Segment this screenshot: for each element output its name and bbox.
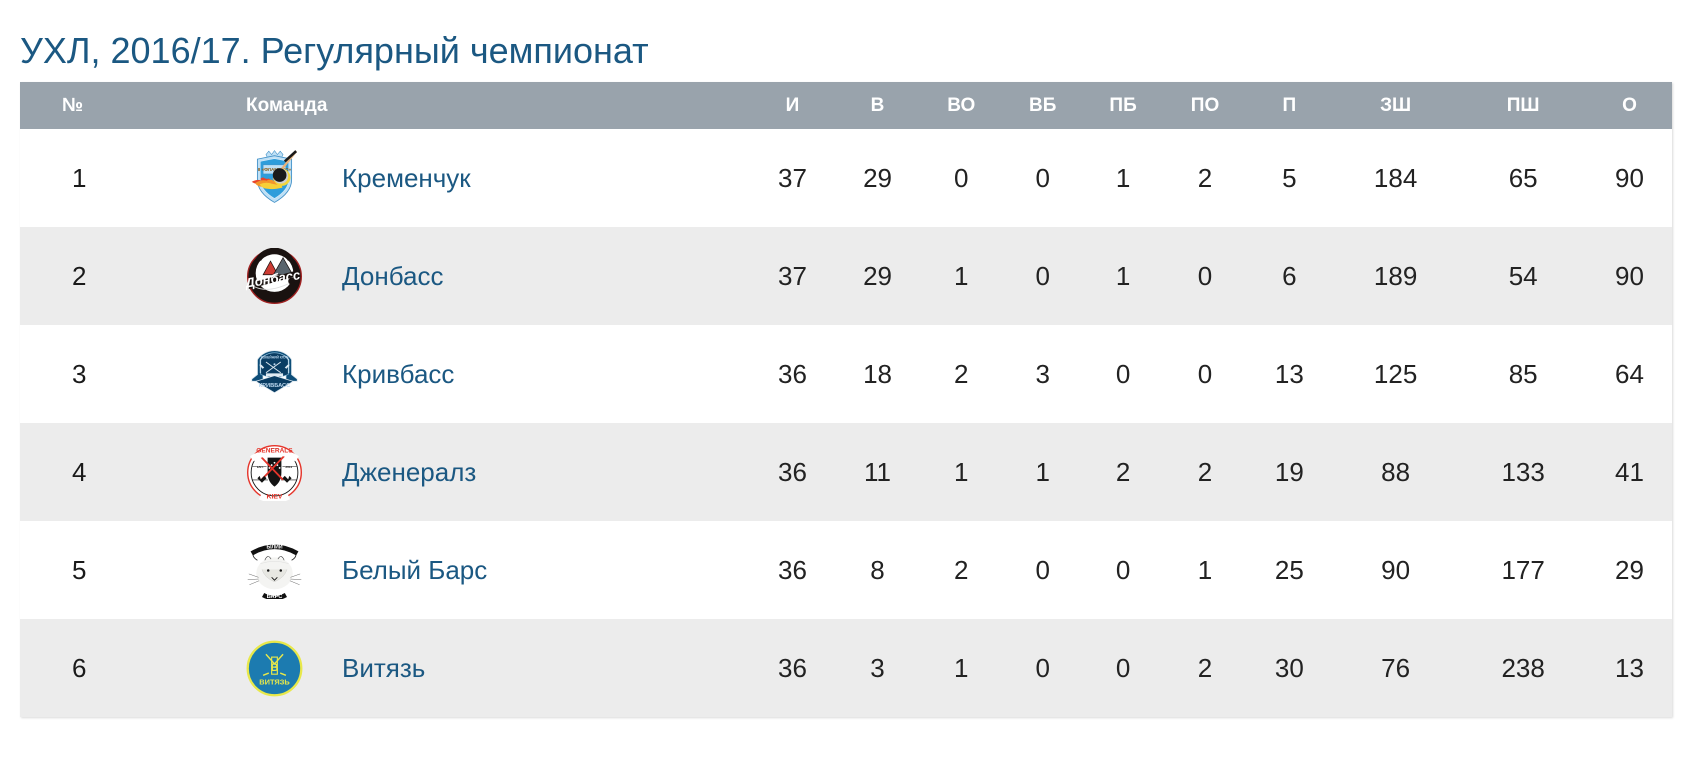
svg-text:2011: 2011 <box>285 464 292 468</box>
svg-text:КРИВБАСС: КРИВБАСС <box>259 383 291 389</box>
svg-text:GENERALS: GENERALS <box>256 447 293 454</box>
svg-text:KIEV: KIEV <box>267 493 283 500</box>
svg-text:БАРС: БАРС <box>267 593 283 598</box>
svg-text:ХОКЕЙНИЙ КЛУБ: ХОКЕЙНИЙ КЛУБ <box>260 355 289 359</box>
svg-text:БІЛИЙ: БІЛИЙ <box>266 542 282 550</box>
svg-text:ВИТЯЗЬ: ВИТЯЗЬ <box>259 677 290 686</box>
svg-text:B: B <box>271 661 279 673</box>
svg-text:EST.: EST. <box>257 464 264 468</box>
